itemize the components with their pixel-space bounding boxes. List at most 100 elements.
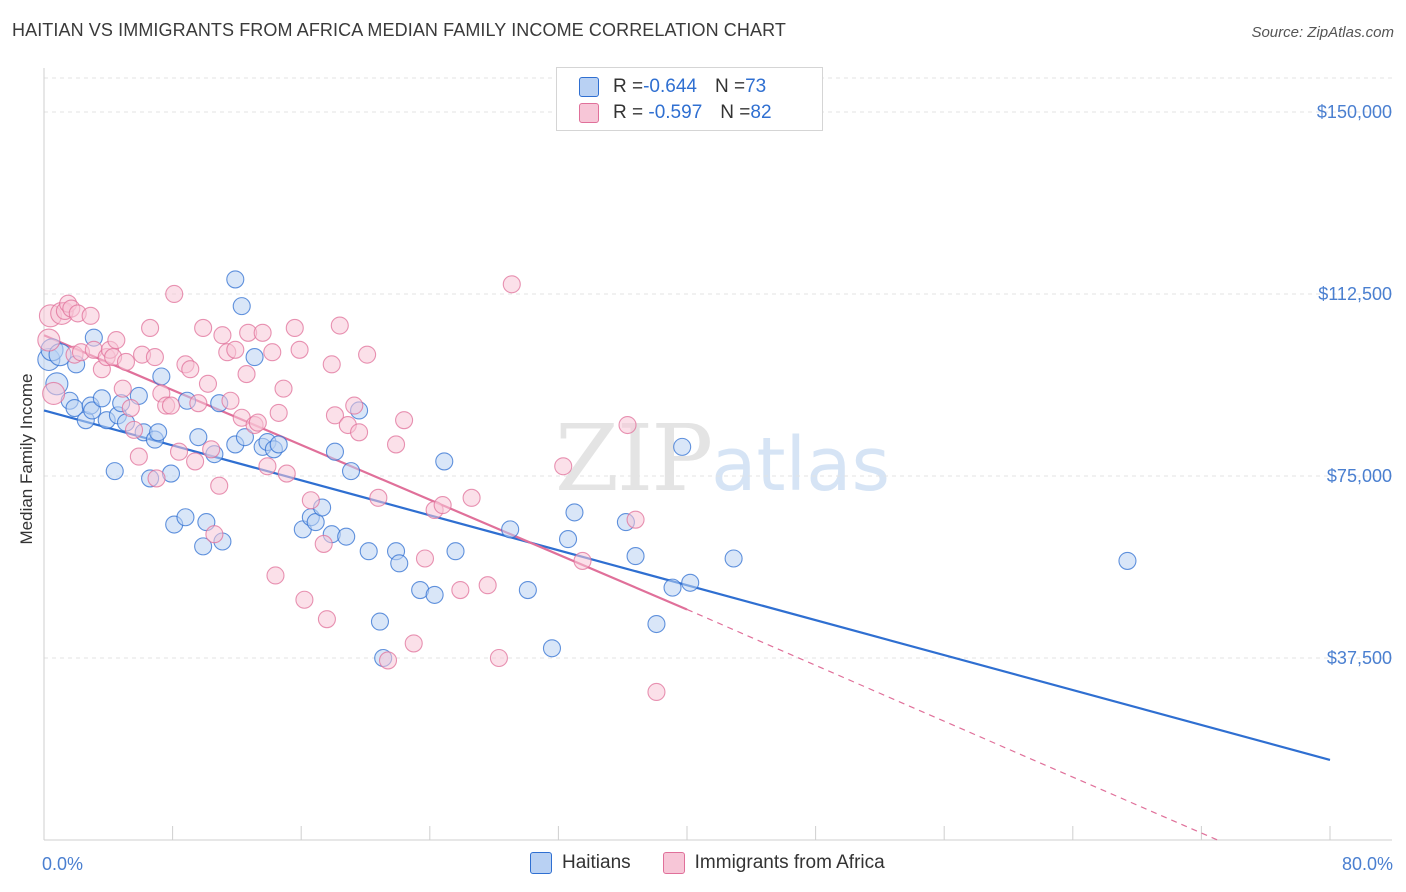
r-value: -0.597 [643, 102, 703, 123]
data-point [226, 340, 245, 359]
r-value: -0.644 [643, 76, 697, 97]
legend-label: Haitians [562, 852, 631, 873]
data-point [237, 365, 256, 384]
legend-item-haitians[interactable]: Haitians [530, 852, 631, 874]
data-point [258, 457, 277, 476]
trend-line-extension [686, 608, 1218, 841]
data-point [277, 464, 296, 483]
data-point [435, 452, 454, 471]
stats-legend-row-haitians: R = -0.644 N = 73 [579, 75, 766, 99]
y-axis-label: Median Family Income [17, 373, 36, 544]
data-point [558, 530, 578, 549]
data-point [618, 415, 637, 435]
x-tick-label: 0.0% [42, 854, 83, 874]
n-value: 82 [750, 102, 772, 123]
data-point [165, 284, 184, 304]
data-point [245, 348, 264, 367]
pink-swatch-icon [579, 103, 599, 123]
pink-swatch-icon [662, 852, 685, 874]
data-point [390, 554, 409, 573]
data-points [37, 270, 1137, 702]
tick-labels: $37,500 $75,000 $112,500 $150,000 0.0% 80.0% M… [17, 102, 1393, 874]
data-point [285, 318, 304, 338]
stats-legend-row-africa: R = -0.597 N = 82 [579, 101, 772, 125]
n-label: N = [720, 102, 751, 123]
data-point [105, 462, 124, 481]
source-label: Source: ZipAtlas.com [1251, 24, 1394, 41]
x-tick-label: 80.0% [1342, 854, 1393, 874]
data-point [663, 578, 682, 597]
watermark-atlas: atlas [711, 422, 890, 508]
data-point [81, 306, 100, 325]
data-point [462, 488, 481, 507]
data-point [232, 297, 251, 316]
data-point [202, 440, 221, 459]
data-point [274, 379, 293, 398]
series-legend: Haitians Immigrants from Africa [530, 852, 917, 874]
data-point [189, 394, 208, 413]
data-point [194, 318, 213, 338]
data-point [673, 437, 692, 456]
data-point [317, 610, 336, 629]
data-point [129, 447, 148, 466]
data-point [198, 374, 218, 393]
data-point [221, 391, 240, 410]
legend-label: Immigrants from Africa [694, 852, 885, 873]
data-point [176, 508, 195, 527]
y-tick-label: $112,500 [1318, 284, 1392, 304]
data-point [542, 639, 562, 658]
data-point [301, 491, 320, 510]
data-point [124, 420, 144, 439]
data-point [369, 488, 388, 507]
data-point [1118, 551, 1137, 570]
y-tick-label: $75,000 [1327, 466, 1392, 486]
data-point [226, 270, 245, 289]
data-point [205, 525, 224, 544]
data-point [478, 576, 497, 595]
data-point [314, 534, 333, 553]
data-point [149, 423, 168, 442]
data-point [290, 340, 309, 359]
data-point [358, 345, 377, 364]
data-point [266, 566, 285, 585]
data-point [181, 360, 200, 379]
y-tick-label: $150,000 [1317, 102, 1392, 122]
data-point [681, 573, 700, 592]
data-point [626, 510, 645, 529]
data-point [169, 442, 189, 461]
data-point [502, 275, 521, 294]
data-point [425, 585, 444, 604]
series-immigrants-from-africa [37, 275, 666, 702]
data-point [341, 462, 361, 481]
data-point [269, 403, 288, 422]
data-point [92, 389, 111, 408]
data-point [113, 379, 132, 398]
stats-legend: R = -0.644 N = 73 R = -0.597 N = 82 [556, 67, 823, 131]
data-point [350, 423, 369, 442]
data-point [451, 580, 470, 600]
data-point [189, 428, 208, 447]
data-point [395, 411, 414, 430]
data-point [573, 551, 592, 570]
trend-line [43, 334, 688, 611]
y-tick-label: $37,500 [1327, 648, 1392, 668]
data-point [518, 580, 537, 600]
data-point [194, 537, 213, 556]
blue-swatch-icon [530, 852, 552, 874]
n-value: 73 [745, 76, 767, 97]
legend-item-immigrants-from-africa[interactable]: Immigrants from Africa [662, 852, 885, 874]
r-label: R = [613, 76, 644, 97]
data-point [116, 352, 136, 371]
data-point [626, 547, 645, 566]
data-point [295, 590, 314, 609]
data-point [501, 520, 520, 539]
data-point [253, 323, 272, 342]
data-point [83, 401, 102, 420]
data-point [386, 435, 406, 454]
data-point [359, 542, 378, 561]
data-point [186, 452, 205, 471]
data-point [325, 442, 345, 461]
data-point [107, 331, 126, 350]
data-point [141, 318, 160, 338]
